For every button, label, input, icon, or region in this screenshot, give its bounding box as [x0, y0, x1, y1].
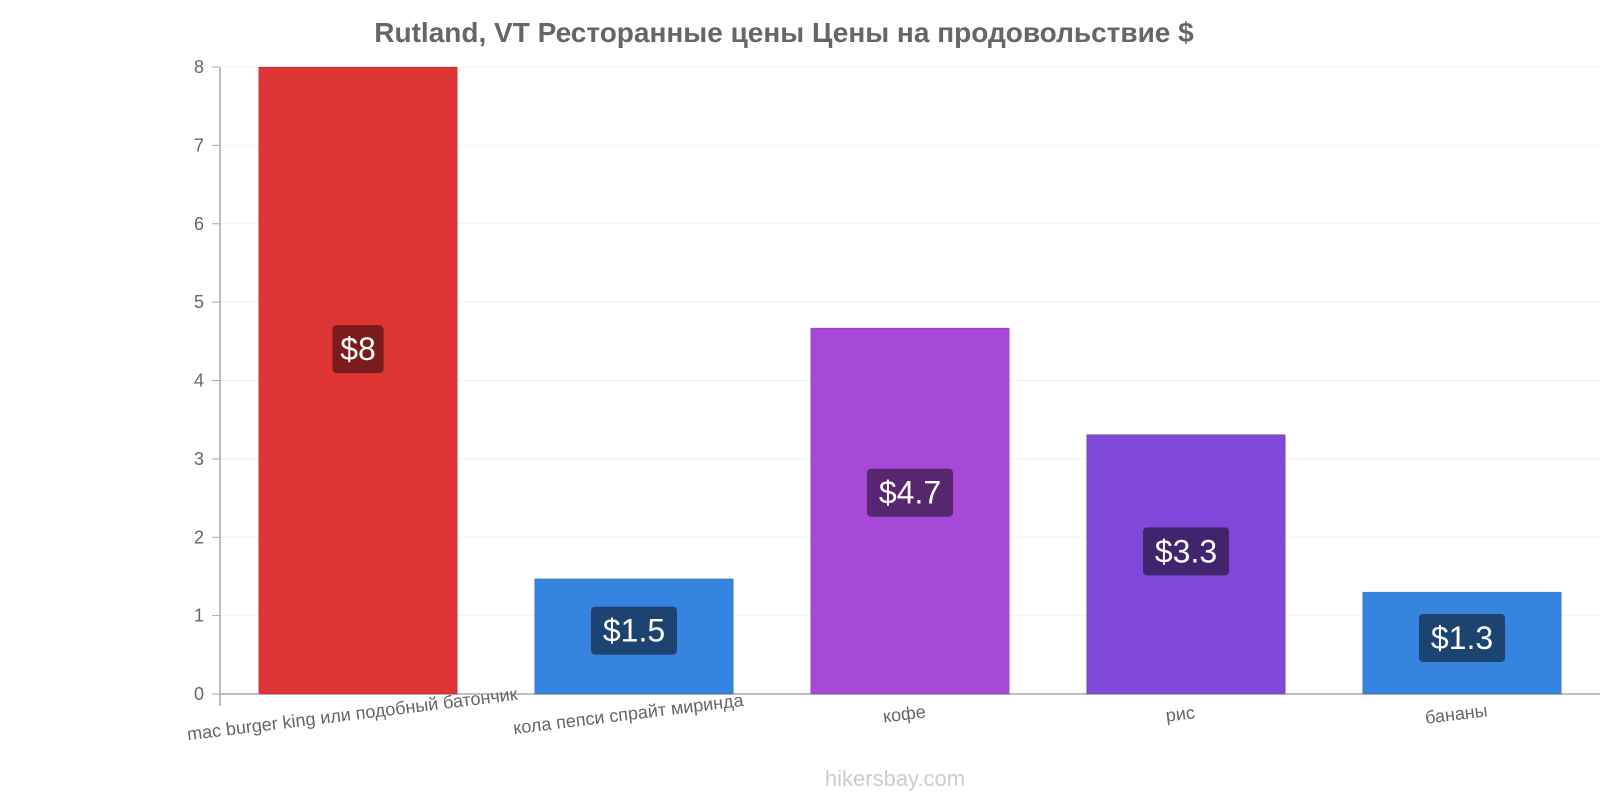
bar [258, 66, 458, 695]
y-tick-label: 2 [194, 527, 204, 547]
value-label-background [332, 325, 384, 374]
category-label: кофе [882, 702, 927, 727]
y-tick-label: 6 [194, 214, 204, 234]
y-tick-label: 3 [194, 449, 204, 469]
value-label: $1.3 [1431, 620, 1493, 656]
y-tick-label: 5 [194, 292, 204, 312]
category-label: рис [1165, 702, 1196, 725]
value-label-background [591, 606, 677, 655]
y-tick-label: 1 [194, 606, 204, 626]
value-label-background [1143, 527, 1229, 576]
y-tick-label: 7 [194, 135, 204, 155]
value-labels: $8 $1.5 $4.7 $3.3 $1.3 [332, 325, 1505, 662]
value-label: $3.3 [1155, 533, 1217, 569]
chart-title: Rutland, VT Ресторанные цены Цены на про… [374, 17, 1194, 48]
y-tick-label: 4 [194, 371, 204, 391]
value-label-background [1419, 613, 1505, 662]
category-label: бананы [1424, 700, 1489, 727]
value-label: $4.7 [879, 475, 941, 511]
value-label: $8 [340, 331, 376, 367]
value-label: $1.5 [603, 613, 665, 649]
category-label: кола пепси спрайт миринда [512, 690, 745, 738]
value-label-background [867, 468, 953, 517]
y-tick-label: 0 [194, 684, 204, 704]
watermark: hikersbay.com [825, 766, 965, 791]
y-tick-label: 8 [194, 57, 204, 77]
